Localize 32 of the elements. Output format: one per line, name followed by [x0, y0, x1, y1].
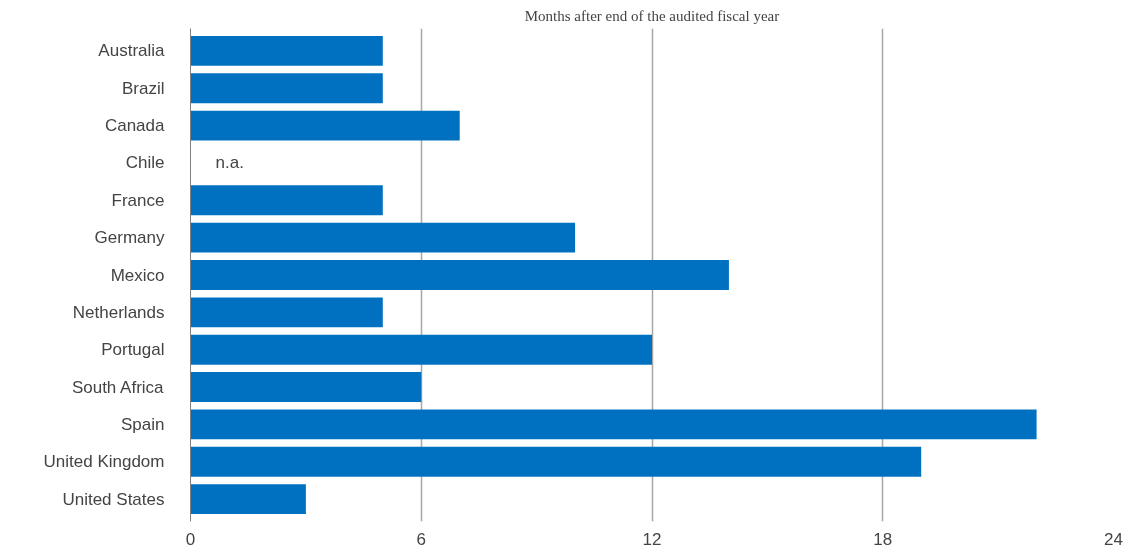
chart-title: Months after end of the audited fiscal year [524, 7, 780, 24]
bar [190, 409, 1037, 440]
bar [190, 35, 383, 66]
y-tick-label: Chile [125, 153, 165, 173]
x-tick-label: 24 [1104, 529, 1123, 547]
x-tick-label: 18 [873, 529, 893, 547]
bar [190, 372, 422, 402]
y-tick-label: United States [62, 489, 165, 509]
y-tick-label: France [111, 190, 165, 210]
x-tick-label: 0 [185, 529, 196, 547]
y-tick-label: Canada [104, 116, 166, 136]
bar [190, 73, 383, 104]
y-tick-label: Netherlands [72, 302, 165, 322]
bar [190, 110, 460, 141]
bar [190, 334, 652, 365]
x-tick-label: 6 [416, 529, 426, 547]
y-tick-label: Australia [98, 41, 166, 61]
bar [190, 185, 383, 216]
bar [190, 260, 729, 290]
bar [190, 446, 922, 477]
y-tick-label: Mexico [110, 265, 165, 285]
y-tick-label: Brazil [121, 78, 165, 98]
x-tick-label: 12 [642, 529, 662, 547]
bar [190, 484, 306, 515]
y-tick-label: South Africa [71, 377, 165, 397]
bar [190, 297, 383, 328]
annotation: n.a. [215, 153, 244, 173]
y-tick-label: Portugal [101, 340, 165, 360]
y-tick-label: Spain [121, 414, 165, 434]
y-tick-label: United Kingdom [43, 452, 165, 472]
bar [190, 222, 576, 253]
y-tick-label: Germany [94, 228, 165, 248]
